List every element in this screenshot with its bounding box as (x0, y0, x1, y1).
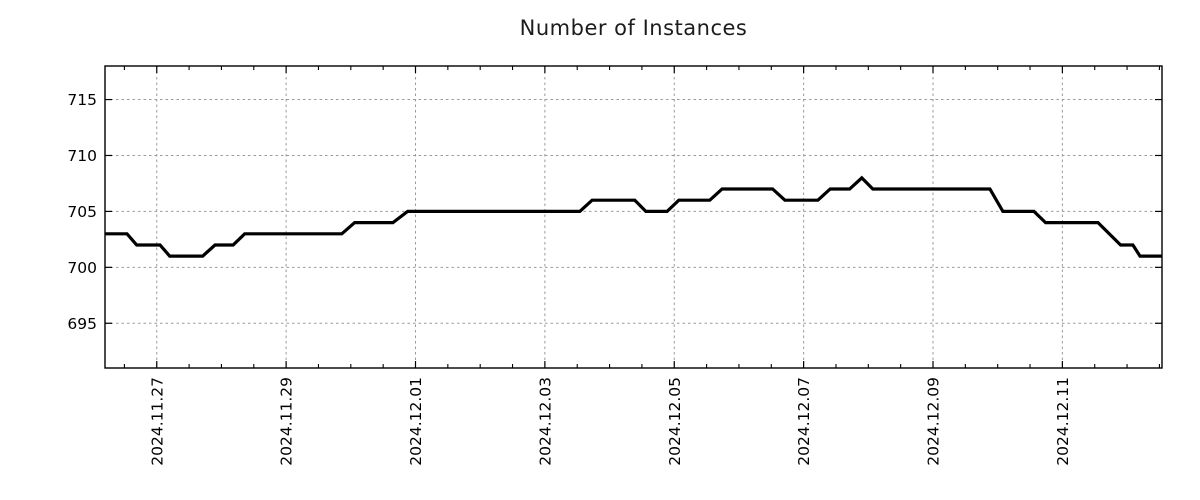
y-tick-label: 715 (67, 91, 97, 109)
x-tick-label: 2024.12.01 (407, 377, 425, 466)
x-tick-label: 2024.12.11 (1054, 377, 1072, 466)
x-tick-label: 2024.11.29 (278, 377, 296, 466)
x-tick-label: 2024.11.27 (148, 377, 166, 466)
y-tick-label: 695 (67, 315, 97, 333)
chart-title: Number of Instances (519, 16, 748, 40)
series-line (105, 175, 1162, 258)
plot-border (104, 65, 1163, 369)
y-tick-label: 710 (67, 147, 97, 165)
y-tick-label: 705 (67, 203, 97, 221)
x-tick-label: 2024.12.07 (795, 377, 813, 466)
x-tick-label: 2024.12.05 (666, 377, 684, 466)
x-tick-label: 2024.12.03 (536, 377, 554, 466)
y-tick-label: 700 (67, 259, 97, 277)
x-tick-label: 2024.12.09 (925, 377, 943, 466)
